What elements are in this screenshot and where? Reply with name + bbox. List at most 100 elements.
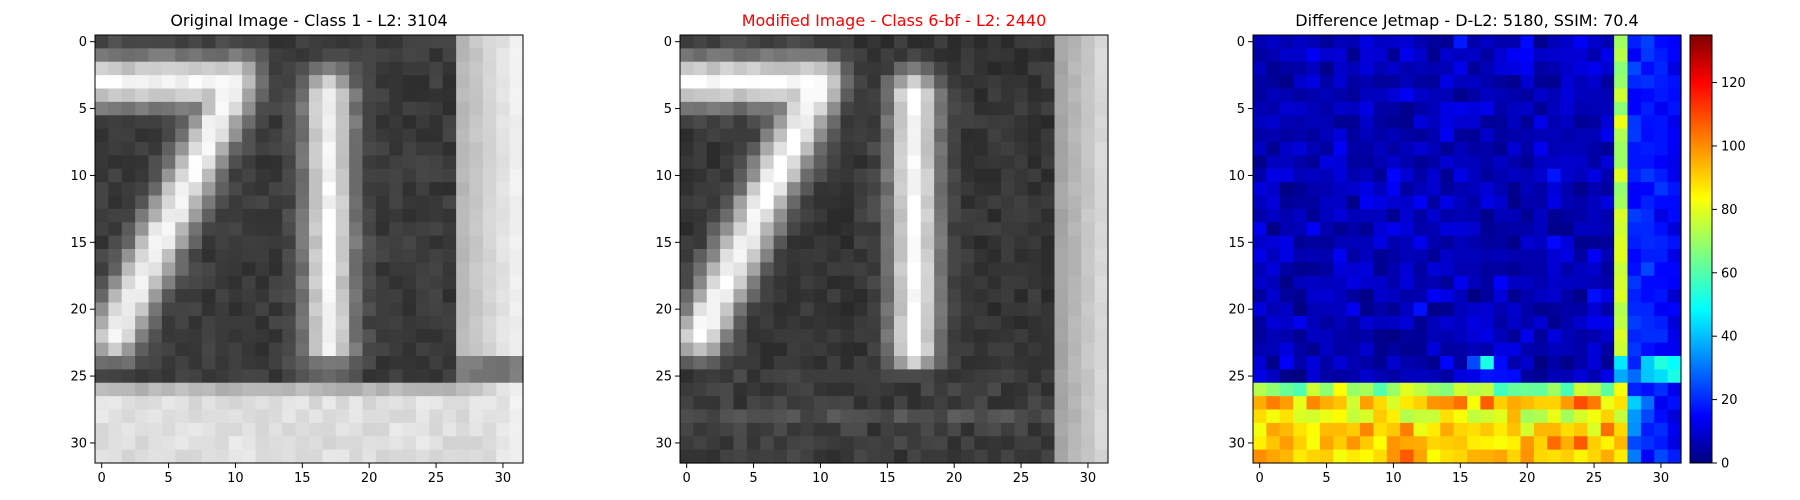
heatmap-cell [773,48,788,63]
heatmap-cell [1014,356,1029,370]
heatmap-cell [255,289,270,304]
heatmap-cell [787,128,801,143]
heatmap-cell [987,155,1002,170]
heatmap-cell [1426,449,1441,464]
heatmap-cell [389,382,404,397]
heatmap-cell [1413,302,1428,317]
heatmap-cell [733,356,748,370]
heatmap-cell [853,48,868,63]
heatmap-cell [1453,75,1468,90]
heatmap-cell [1480,35,1495,49]
heatmap-cell [322,35,337,49]
heatmap-cell [720,302,735,317]
heatmap-cell [1533,142,1548,156]
heatmap-cell [1587,35,1602,49]
heatmap-cell [255,222,270,237]
heatmap-cell [1001,128,1015,143]
heatmap-cell [148,436,163,451]
heatmap-cell [1001,275,1015,290]
heatmap-cell [1493,168,1508,183]
heatmap-cell [442,409,457,424]
heatmap-cell [1480,208,1495,223]
heatmap-cell [827,155,842,170]
heatmap-cell [867,315,882,330]
heatmap-cell [295,315,310,330]
heatmap-cell [974,396,989,411]
heatmap-cell [362,449,377,464]
heatmap-cell [1533,262,1548,277]
heatmap-cell [375,329,390,344]
heatmap-cell [509,75,524,90]
heatmap-cell [1094,262,1109,277]
heatmap-cell [1081,208,1096,223]
heatmap-cell [1279,302,1294,317]
heatmap-cell [706,195,721,210]
heatmap-cell [295,88,310,103]
heatmap-cell [429,436,444,451]
heatmap-cell [268,409,283,424]
heatmap-cell [416,302,430,317]
heatmap-cell [148,422,163,437]
heatmap-cell [389,35,404,49]
heatmap-cell [1640,302,1655,317]
heatmap-cell [1413,449,1428,464]
heatmap-cell [934,142,949,156]
heatmap-cell [242,436,257,451]
heatmap-cell [215,142,230,156]
heatmap-cell [1533,115,1548,130]
heatmap-cell [389,142,404,156]
heatmap-cell [1400,329,1415,344]
heatmap-cell [1333,88,1348,103]
heatmap-cell [1346,142,1361,156]
heatmap-cell [867,249,882,263]
heatmap-cell [1667,35,1682,49]
heatmap-cell [960,128,975,143]
heatmap-cell [1054,48,1069,63]
heatmap-cell [1640,342,1655,357]
heatmap-cell [282,61,297,76]
heatmap-cell [1346,289,1361,304]
heatmap-cell [349,155,364,170]
heatmap-cell [880,449,895,464]
heatmap-cell [800,195,815,210]
y-tick-label: 25 [70,370,87,385]
heatmap-cell [1667,262,1682,277]
heatmap-cell [827,396,842,411]
heatmap-cell [706,342,721,357]
heatmap-cell [148,315,163,330]
heatmap-cell [202,128,216,143]
heatmap-cell [1493,356,1508,370]
heatmap-cell [349,88,364,103]
heatmap-cell [1014,449,1029,464]
heatmap-cell [295,182,310,197]
y-tick-label: 15 [70,236,87,251]
heatmap-cell [934,382,949,397]
heatmap-cell [1560,222,1575,237]
heatmap-cell [1654,142,1669,156]
heatmap-cell [1413,382,1428,397]
heatmap-cell [255,195,270,210]
heatmap-cell [268,128,283,143]
heatmap-cell [202,61,216,76]
heatmap-cell [1266,88,1281,103]
heatmap-cell [934,396,949,411]
heatmap-cell [987,88,1002,103]
heatmap-cell [1600,88,1615,103]
heatmap-cell [1386,168,1401,183]
heatmap-cell [1067,155,1082,170]
heatmap-cell [1413,115,1428,130]
heatmap-cell [880,262,895,277]
heatmap-cell [947,182,962,197]
heatmap-cell [907,382,922,397]
heatmap-cell [947,302,962,317]
heatmap-cell [175,35,190,49]
heatmap-cell [496,208,511,223]
heatmap-cell [402,208,417,223]
heatmap-cell [268,182,283,197]
heatmap-cell [1560,35,1575,49]
heatmap-cell [1467,342,1481,357]
heatmap-cell [148,35,163,49]
heatmap-cell [1453,329,1468,344]
heatmap-cell [1507,369,1522,384]
heatmap-cell [1293,329,1308,344]
